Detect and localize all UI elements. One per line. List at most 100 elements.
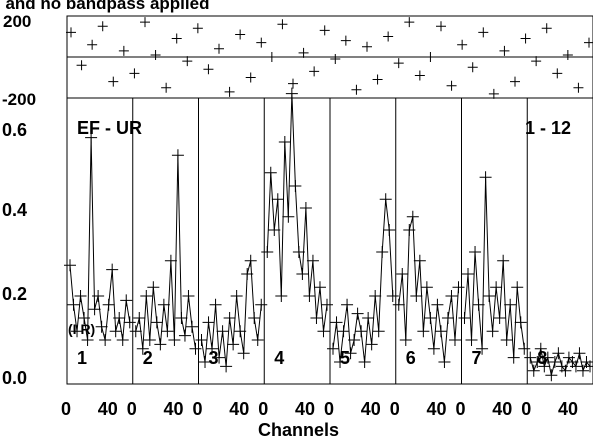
block-label-3: 3 — [209, 348, 219, 368]
block-label-2: 2 — [143, 348, 153, 368]
phase-point — [552, 68, 563, 79]
phase-point — [309, 66, 320, 77]
phase-point — [584, 37, 593, 48]
baseline-label: EF - UR — [77, 118, 142, 138]
amp-ytick-0.2: 0.2 — [2, 284, 27, 304]
phase-point — [298, 47, 309, 58]
phase-point — [362, 41, 372, 52]
x-tick-label: 40 — [164, 399, 184, 419]
phase-point — [531, 56, 542, 67]
phase-point — [108, 76, 119, 87]
block-label-4: 4 — [274, 348, 284, 368]
phase-point — [214, 43, 224, 54]
amp-line-block-2 — [135, 155, 196, 349]
x-tick-labels: 0 40 0 40 0 40 0 40 0 40 0 40 0 40 0 40 — [61, 399, 578, 419]
phase-point — [235, 29, 246, 40]
phase-points — [66, 17, 593, 99]
phase-point — [76, 60, 87, 71]
range-label: 1 - 12 — [525, 118, 571, 138]
phase-point — [520, 33, 531, 44]
phase-point — [573, 82, 584, 93]
block-label-6: 6 — [406, 348, 416, 368]
phase-point — [499, 45, 510, 56]
amp-line-block-7 — [464, 177, 525, 358]
phase-point — [192, 23, 203, 34]
x-tick-label: 0 — [521, 399, 531, 419]
phase-point — [118, 45, 129, 56]
amp-line-block-3 — [201, 260, 262, 367]
phase-point — [510, 76, 520, 87]
phase-point — [404, 17, 415, 28]
amp-ytick-0.6: 0.6 — [2, 120, 27, 140]
phase-point — [393, 58, 404, 69]
phase-point — [319, 25, 330, 36]
phase-point — [256, 37, 267, 48]
amp-line-block-4 — [266, 93, 328, 332]
x-tick-label: 0 — [258, 399, 268, 419]
x-axis-label: Channels — [258, 420, 339, 440]
phase-point — [372, 74, 383, 85]
phase-point — [97, 21, 108, 32]
phase-point — [129, 68, 140, 79]
phase-point — [171, 33, 182, 44]
block-label-5: 5 — [340, 348, 350, 368]
block-label-1: 1 — [77, 348, 87, 368]
phase-point — [161, 82, 172, 93]
amp-line-block-5 — [332, 199, 394, 363]
phase-point — [414, 70, 425, 81]
phase-point — [245, 72, 256, 83]
phase-point — [340, 35, 351, 46]
phase-point — [383, 31, 394, 42]
x-tick-label: 40 — [558, 399, 578, 419]
phase-point — [541, 23, 552, 34]
phase-point — [66, 27, 76, 38]
phase-point — [457, 39, 468, 50]
phase-point — [467, 62, 478, 73]
block-labels: 1 2 3 4 5 6 7 8 — [77, 348, 547, 368]
phase-point — [224, 86, 235, 97]
amp-line-block-8 — [529, 348, 591, 376]
amplitude-panel: 0.6 0.4 0.2 0.0 EF - UR 1 - 12 (I R) 1 2 3… — [2, 87, 593, 419]
amp-point — [129, 325, 142, 338]
amp-line-block-6 — [398, 216, 459, 363]
x-tick-label: 40 — [361, 399, 381, 419]
x-tick-label: 0 — [193, 399, 203, 419]
extra-label: (I R) — [68, 321, 95, 337]
phase-ytick-bottom: -200 — [2, 90, 36, 109]
amp-ytick-0.4: 0.4 — [2, 200, 27, 220]
phase-point — [436, 21, 446, 32]
block-dividers — [132, 98, 528, 384]
phase-point — [277, 19, 288, 30]
phase-point — [446, 80, 457, 91]
amplitude-series — [64, 87, 593, 382]
phase-point — [562, 49, 573, 60]
x-tick-label: 0 — [324, 399, 334, 419]
block-label-8: 8 — [537, 348, 547, 368]
phase-point — [478, 27, 489, 38]
phase-ytick-top: 200 — [3, 12, 31, 31]
phase-point — [150, 49, 161, 60]
amp-line-block-1 — [69, 137, 131, 341]
x-tick-label: 0 — [390, 399, 400, 419]
phase-point — [182, 56, 193, 67]
chart-title: l and no bandpass applied — [0, 0, 209, 13]
phase-point — [330, 54, 341, 65]
phase-point — [87, 39, 98, 50]
phase-point — [288, 78, 298, 89]
x-tick-label: 0 — [456, 399, 466, 419]
phase-panel: 200 -200 — [2, 12, 593, 109]
x-tick-label: 40 — [427, 399, 447, 419]
x-tick-label: 0 — [127, 399, 137, 419]
x-tick-label: 40 — [492, 399, 512, 419]
phase-point — [351, 84, 362, 95]
amp-point — [524, 351, 537, 364]
x-tick-label: 0 — [61, 399, 71, 419]
amp-ytick-0.0: 0.0 — [2, 368, 27, 388]
x-tick-label: 40 — [98, 399, 118, 419]
phase-point — [488, 88, 499, 99]
phase-point — [203, 64, 214, 75]
phase-point — [140, 17, 150, 28]
x-tick-label: 40 — [295, 399, 315, 419]
amp-point — [392, 298, 405, 311]
